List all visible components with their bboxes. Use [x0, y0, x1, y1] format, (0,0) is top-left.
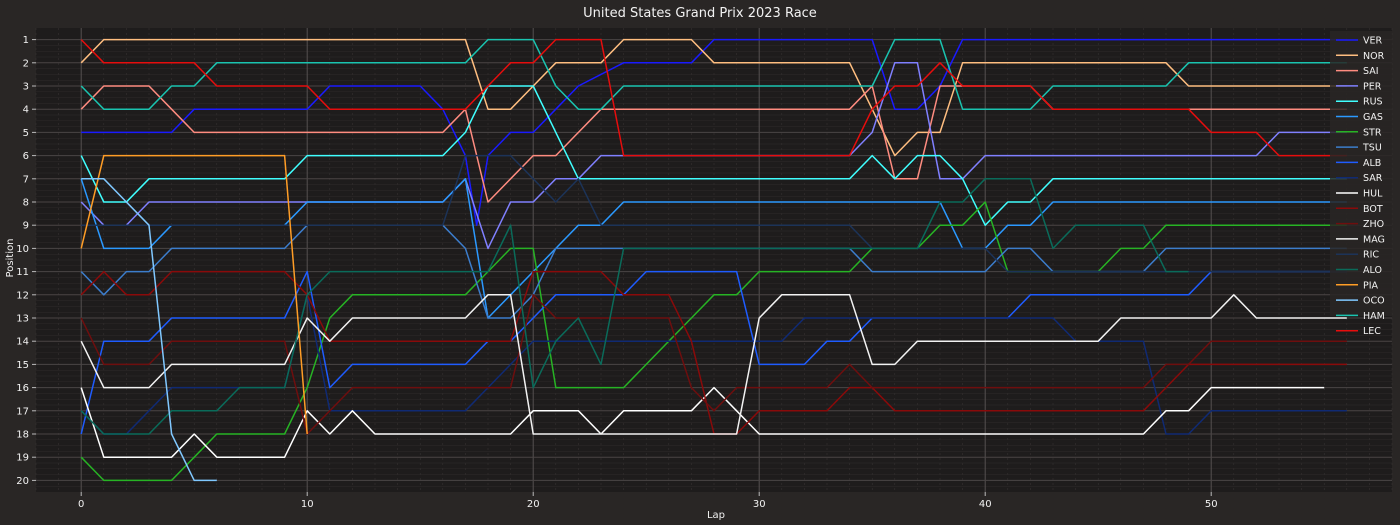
- legend-label-oco: OCO: [1363, 296, 1385, 307]
- chart-title: United States Grand Prix 2023 Race: [583, 6, 817, 21]
- y-tick-label: 5: [23, 128, 29, 139]
- legend-label-pia: PIA: [1363, 280, 1379, 291]
- series-line-pia: [80, 154, 308, 435]
- x-tick-label: 20: [527, 499, 540, 510]
- legend-label-sai: SAI: [1363, 66, 1379, 77]
- legend-label-ver: VER: [1363, 36, 1383, 47]
- series-line-lec: [80, 38, 1347, 157]
- legend-label-per: PER: [1363, 81, 1382, 92]
- y-axis-label: Position: [5, 239, 16, 278]
- series-line-bot: [80, 270, 1347, 435]
- x-axis-label: Lap: [707, 510, 725, 521]
- legend: VER NOR SAI PER RUS GAS STR TSU ALB SAR HUL BOT ZHO M…: [1330, 31, 1392, 337]
- y-tick-label: 3: [23, 82, 29, 93]
- y-tick-label: 18: [16, 430, 29, 441]
- legend-label-lec: LEC: [1363, 326, 1381, 337]
- y-tick-label: 8: [23, 198, 29, 209]
- y-tick-label: 1: [23, 35, 29, 46]
- series-line-zho: [80, 294, 1347, 435]
- x-axis-ticks: 0 10 20 30 40 50: [78, 492, 1218, 510]
- x-tick-label: 0: [78, 499, 84, 510]
- x-tick-label: 30: [753, 499, 766, 510]
- legend-label-gas: GAS: [1363, 112, 1383, 123]
- legend-label-str: STR: [1363, 127, 1382, 138]
- series-line-hul: [80, 386, 1325, 458]
- y-tick-label: 13: [16, 314, 29, 325]
- legend-box: [1330, 31, 1392, 316]
- x-tick-label: 50: [1205, 499, 1218, 510]
- series-line-ric: [81, 154, 1347, 273]
- legend-label-ric: RIC: [1363, 250, 1379, 261]
- y-tick-label: 19: [16, 453, 29, 464]
- y-tick-label: 9: [23, 221, 29, 232]
- legend-label-ham: HAM: [1363, 311, 1385, 322]
- legend-label-alo: ALO: [1363, 265, 1382, 276]
- legend-label-tsu: TSU: [1362, 143, 1382, 154]
- legend-label-sar: SAR: [1363, 173, 1383, 184]
- legend-label-mag: MAG: [1363, 234, 1385, 245]
- legend-label-alb: ALB: [1363, 158, 1381, 169]
- y-tick-label: 4: [23, 105, 29, 116]
- legend-label-nor: NOR: [1363, 51, 1385, 62]
- y-tick-label: 7: [23, 174, 29, 185]
- series-line-alo: [80, 178, 1189, 435]
- y-tick-label: 10: [16, 244, 29, 255]
- series-line-mag: [80, 294, 1347, 435]
- series-line-ver: [81, 38, 1347, 226]
- series-line-per: [80, 62, 1347, 250]
- legend-label-bot: BOT: [1363, 204, 1383, 215]
- grid-lines: [35, 28, 1393, 492]
- y-tick-label: 16: [16, 383, 29, 394]
- legend-label-zho: ZHO: [1363, 219, 1384, 230]
- y-tick-label: 2: [23, 58, 29, 69]
- legend-label-rus: RUS: [1363, 97, 1383, 108]
- series-line-tsu: [80, 224, 1347, 319]
- series-lines: [80, 38, 1347, 482]
- x-tick-label: 10: [301, 499, 314, 510]
- legend-label-hul: HUL: [1363, 189, 1383, 200]
- y-tick-label: 12: [16, 290, 29, 301]
- y-tick-label: 17: [16, 406, 29, 417]
- x-tick-label: 40: [979, 499, 992, 510]
- y-tick-label: 20: [16, 476, 29, 487]
- y-tick-label: 11: [16, 267, 29, 278]
- y-tick-label: 15: [16, 360, 29, 371]
- y-tick-label: 6: [23, 151, 29, 162]
- series-line-sai: [80, 85, 1347, 203]
- series-line-nor: [80, 38, 1347, 157]
- y-tick-label: 14: [16, 337, 29, 348]
- series-line-oco: [81, 178, 217, 482]
